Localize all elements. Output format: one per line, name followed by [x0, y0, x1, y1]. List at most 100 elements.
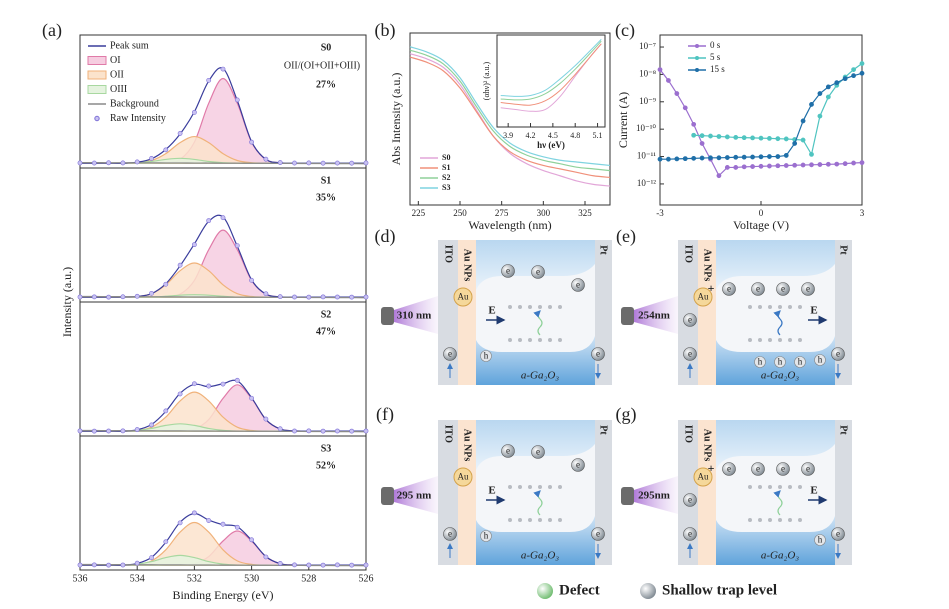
data-point [292, 428, 297, 434]
sample-label: S1 [321, 175, 332, 186]
defect-label: Defect [559, 582, 600, 598]
data-point [120, 160, 126, 166]
x-tick-label: 3 [860, 208, 865, 218]
legend-label: S3 [442, 183, 450, 192]
ratio-formula: OII/(OI+OII+OIII) [284, 60, 360, 71]
x-tick-label: 526 [359, 573, 374, 584]
data-point [657, 156, 663, 162]
x-axis-label: hν (eV) [537, 140, 565, 150]
field-label: E [810, 305, 817, 317]
data-point [234, 243, 240, 248]
series-line [409, 46, 611, 167]
trap-level [538, 305, 542, 309]
electron [531, 265, 545, 279]
x-tick-label: 532 [187, 573, 202, 584]
ito-label: ITO [683, 425, 694, 443]
legend-marker [695, 56, 699, 60]
data-point [249, 395, 254, 401]
ito-label: ITO [683, 245, 694, 263]
x-tick-label: 3.9 [503, 131, 513, 140]
hole [774, 356, 786, 368]
data-point [249, 277, 254, 283]
trap-level [788, 338, 792, 342]
data-point [334, 160, 340, 166]
data-point [724, 155, 730, 160]
au-layer [458, 420, 476, 565]
data-point [741, 164, 747, 170]
data-point [234, 377, 240, 383]
data-point [77, 428, 83, 434]
electron [591, 527, 605, 541]
trap-level [788, 305, 792, 309]
ratio-value: 27% [316, 79, 336, 90]
electron [751, 462, 765, 476]
data-point [120, 428, 126, 434]
data-point [767, 163, 772, 169]
data-point [149, 156, 154, 161]
hole [794, 356, 806, 368]
data-point [708, 155, 713, 161]
electron-label: e [536, 447, 540, 457]
data-point [851, 67, 856, 72]
trap-level [518, 518, 522, 522]
data-point [120, 562, 126, 568]
trap-level [558, 518, 562, 522]
data-point [234, 97, 240, 103]
hole-label: h [798, 357, 803, 367]
data-point [809, 162, 814, 168]
data-point [699, 133, 705, 139]
panel-label: (d) [375, 226, 396, 247]
panel-label: (g) [616, 404, 637, 425]
light-beam [394, 296, 438, 334]
legend-swatch [87, 56, 107, 65]
field-label: E [810, 485, 817, 497]
material-label: a-Ga₂O₃ [761, 370, 799, 382]
legend-swatch [87, 85, 107, 94]
data-point [800, 162, 806, 168]
wavelength-label: 310 nm [397, 310, 432, 322]
x-tick-label: 0 [759, 208, 764, 218]
electron-label: e [576, 460, 580, 470]
field-label: E [488, 305, 495, 317]
material-label: a-Ga₂O₃ [761, 550, 799, 562]
au-label: Au [458, 472, 469, 482]
trap-level [528, 485, 532, 489]
x-tick-label: 528 [301, 573, 316, 584]
data-point [800, 118, 806, 124]
data-point [191, 510, 197, 516]
data-point [163, 281, 169, 287]
electron-label: e [688, 495, 692, 505]
trap-level [778, 305, 782, 309]
trap-level [748, 518, 752, 522]
pt-label: Pt [838, 245, 849, 255]
legend-label: 15 s [710, 64, 725, 74]
trap-level [528, 305, 532, 309]
au-label: Au [698, 472, 709, 482]
plot-frame [496, 34, 606, 128]
data-point [277, 160, 283, 165]
data-point [292, 294, 297, 300]
data-point [750, 164, 755, 169]
y-tick-label: 10⁻¹¹ [637, 151, 656, 161]
electron-label: e [688, 315, 692, 325]
wavelength-label: 295nm [638, 490, 670, 502]
electron-label: e [781, 464, 785, 474]
data-point [708, 133, 713, 139]
data-point [106, 428, 111, 434]
electron-label: e [756, 464, 760, 474]
data-point [163, 539, 169, 545]
x-axis-label: Wavelength (nm) [468, 218, 551, 232]
x-axis-label: Binding Energy (eV) [172, 588, 273, 602]
electron [683, 493, 697, 507]
y-axis-label: (αhν)² (a.u.) [482, 61, 491, 100]
au-particle [693, 287, 713, 307]
data-point [817, 91, 823, 96]
data-point [733, 154, 739, 160]
data-point [825, 94, 831, 100]
data-point [77, 294, 83, 300]
data-point [783, 163, 789, 168]
wavelength-label: 254nm [638, 310, 670, 322]
trap-level [518, 305, 522, 309]
legend-label: 5 s [710, 52, 721, 62]
